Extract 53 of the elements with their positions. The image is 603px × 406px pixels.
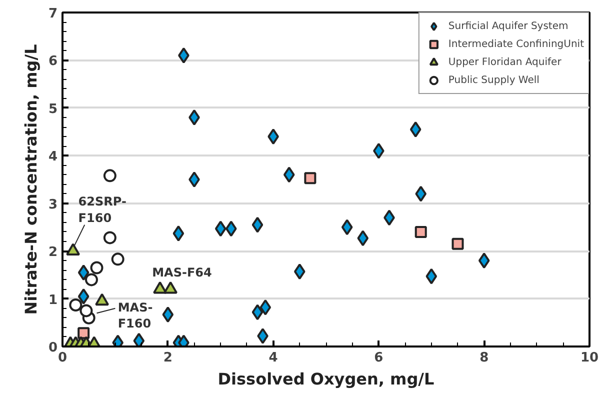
- x-tick-label: 10: [580, 350, 599, 366]
- y-tick-label: 0: [48, 340, 58, 356]
- point: [452, 238, 464, 250]
- point: [69, 298, 82, 312]
- x-tick-label: 8: [480, 350, 489, 366]
- point: [84, 273, 98, 286]
- y-tick-label: 5: [48, 102, 58, 117]
- point: [478, 252, 490, 269]
- annotation: MAS-F160: [118, 300, 153, 331]
- x-axis-title: Dissolved Oxygen, mg/L: [218, 370, 434, 388]
- point: [341, 219, 353, 236]
- annotation: MAS-F64: [152, 266, 212, 280]
- point: [426, 268, 438, 284]
- point: [172, 225, 184, 242]
- point: [78, 327, 90, 340]
- y-tick-label: 6: [48, 54, 58, 70]
- point: [103, 169, 116, 182]
- point: [111, 252, 124, 266]
- legend-label: Surficial Aquifer System: [448, 20, 568, 34]
- y-tick-label: 7: [48, 6, 58, 22]
- y-tick-label: 3: [48, 197, 58, 212]
- point: [225, 220, 237, 237]
- point: [78, 288, 90, 304]
- x-tick-label: 6: [374, 350, 384, 366]
- annotation: 62SRP-F160: [78, 194, 126, 225]
- x-tick-label: 2: [163, 350, 172, 366]
- point: [103, 231, 116, 244]
- point: [252, 216, 264, 233]
- point: [283, 166, 295, 183]
- point: [188, 172, 200, 188]
- point: [294, 264, 306, 280]
- point: [80, 304, 93, 318]
- x-tick-label: 4: [268, 350, 278, 366]
- legend-label: Intermediate ConfiningUnit: [448, 38, 584, 52]
- point: [260, 299, 272, 316]
- x-tick-label: 0: [58, 350, 68, 366]
- y-axis-title: Nitrate-N concentration, mg/L: [21, 44, 40, 315]
- point: [162, 306, 174, 323]
- point: [410, 121, 422, 138]
- y-tick-label: 1: [48, 292, 58, 308]
- point: [415, 186, 427, 202]
- point: [304, 172, 316, 184]
- legend-label: Public Supply Well: [448, 74, 540, 88]
- y-tick-label: 2: [48, 245, 58, 260]
- legend-label: Upper Floridan Aquifer: [448, 56, 562, 70]
- y-tick-label: 4: [48, 150, 58, 165]
- point: [214, 220, 226, 237]
- point: [78, 264, 90, 281]
- point: [90, 261, 104, 274]
- point: [414, 226, 427, 238]
- point: [252, 304, 264, 320]
- point: [357, 230, 369, 246]
- point: [133, 332, 145, 346]
